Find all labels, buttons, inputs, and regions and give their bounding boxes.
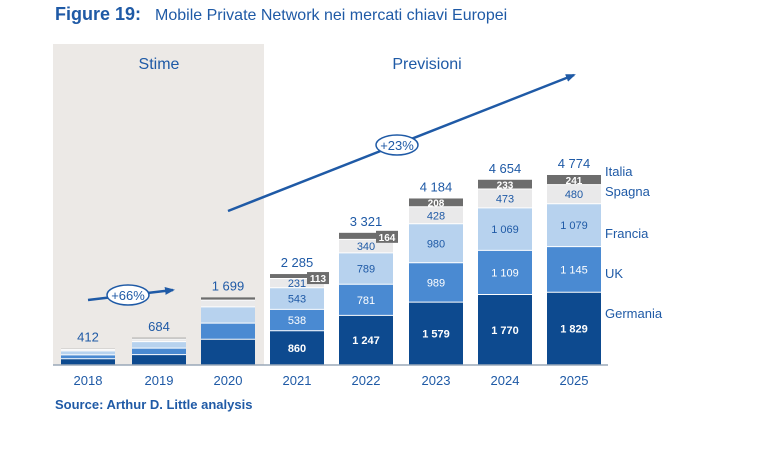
legend-uk: UK [605, 266, 623, 281]
growth-badge-previsioni [375, 134, 419, 156]
bar-francia-2025 [547, 203, 601, 247]
bar-francia-2024 [478, 207, 532, 251]
data-label-francia-2024: 1 069 [491, 224, 519, 236]
data-label-spagna-2025: 480 [565, 189, 583, 201]
bar-italia-2024 [478, 179, 532, 190]
data-label-francia-2023: 980 [427, 238, 445, 250]
bar-uk-2023 [409, 262, 463, 303]
data-label-spagna-2021: 231 [288, 278, 306, 290]
x-tick-label-2023: 2023 [422, 373, 451, 388]
growth-label-previsioni: +23% [380, 138, 414, 153]
data-label-germania-2023: 1 579 [422, 329, 450, 341]
bar-uk-2025 [547, 246, 601, 293]
bar-uk-2019 [132, 348, 186, 355]
x-tick-label-2019: 2019 [145, 373, 174, 388]
data-label-italia-2021: 113 [310, 274, 327, 285]
bar-italia-2022 [339, 232, 393, 240]
total-label-2021: 2 285 [281, 255, 314, 270]
data-label-germania-2021: 860 [288, 343, 306, 355]
data-label-spagna-2022: 340 [357, 241, 375, 253]
bar-francia-2018 [61, 350, 115, 355]
bar-germania-2019 [132, 354, 186, 365]
bar-italia-2019 [132, 337, 186, 339]
figure-label: Figure 19: [55, 4, 142, 24]
bar-germania-2023 [409, 302, 463, 365]
bar-italia-2020 [201, 297, 255, 301]
bar-spagna-2018 [61, 349, 115, 351]
bar-francia-2021 [270, 287, 324, 310]
bar-spagna-2021 [270, 278, 324, 288]
data-label-spagna-2024: 473 [496, 193, 514, 205]
x-tick-label-2025: 2025 [560, 373, 589, 388]
data-label-uk-2024: 1 109 [491, 267, 519, 279]
bar-francia-2019 [132, 341, 186, 349]
total-label-2025: 4 774 [558, 156, 591, 171]
bar-italia-2023 [409, 198, 463, 207]
bar-uk-2018 [61, 354, 115, 359]
bar-germania-2020 [201, 339, 255, 365]
data-label-uk-2022: 781 [357, 295, 375, 307]
x-tick-label-2021: 2021 [283, 373, 312, 388]
bar-italia-2025 [547, 174, 601, 185]
bar-germania-2024 [478, 294, 532, 365]
region-label-stime: Stime [139, 56, 180, 73]
bar-francia-2023 [409, 223, 463, 263]
total-label-2020: 1 699 [212, 278, 245, 293]
data-label-italia-2022: 164 [379, 233, 396, 244]
label-badge-italia-2021 [307, 272, 329, 285]
bar-uk-2022 [339, 284, 393, 316]
data-label-francia-2021: 543 [288, 294, 306, 306]
x-tick-label-2018: 2018 [74, 373, 103, 388]
bar-germania-2025 [547, 292, 601, 365]
data-label-uk-2021: 538 [288, 315, 306, 327]
bar-uk-2024 [478, 250, 532, 295]
bar-uk-2020 [201, 323, 255, 340]
region-previsioni-box [347, 44, 507, 80]
data-label-francia-2022: 789 [357, 264, 375, 276]
bar-francia-2020 [201, 306, 255, 324]
legend-italia: Italia [605, 164, 633, 179]
total-label-2024: 4 654 [489, 161, 522, 176]
bar-italia-2021 [270, 274, 324, 279]
legend-spagna: Spagna [605, 184, 651, 199]
bar-spagna-2024 [478, 189, 532, 208]
x-tick-label-2024: 2024 [491, 373, 520, 388]
data-label-francia-2025: 1 079 [560, 220, 588, 232]
total-label-2018: 412 [77, 330, 99, 345]
x-tick-label-2022: 2022 [352, 373, 381, 388]
growth-badge-stime [106, 284, 150, 306]
data-label-italia-2023: 208 [428, 199, 445, 210]
data-label-uk-2023: 989 [427, 277, 445, 289]
bar-uk-2021 [270, 309, 324, 331]
figure-title: Mobile Private Network nei mercati chiav… [155, 7, 508, 24]
data-label-italia-2024: 233 [497, 180, 514, 191]
data-label-germania-2022: 1 247 [352, 335, 380, 347]
data-label-uk-2025: 1 145 [560, 264, 588, 276]
label-badge-italia-2022 [376, 230, 398, 243]
data-label-italia-2025: 241 [566, 176, 583, 187]
region-label-previsioni: Previsioni [392, 56, 461, 73]
bar-germania-2021 [270, 330, 324, 365]
bar-spagna-2023 [409, 206, 463, 224]
total-label-2022: 3 321 [350, 214, 383, 229]
bar-francia-2022 [339, 252, 393, 285]
total-label-2023: 4 184 [420, 179, 453, 194]
data-label-germania-2025: 1 829 [560, 324, 588, 336]
bar-germania-2018 [61, 358, 115, 365]
legend-germania: Germania [605, 306, 663, 321]
growth-label-stime: +66% [111, 288, 145, 303]
x-tick-label-2020: 2020 [214, 373, 243, 388]
source-note: Source: Arthur D. Little analysis [55, 397, 253, 412]
data-label-germania-2024: 1 770 [491, 325, 519, 337]
total-label-2019: 684 [148, 319, 170, 334]
bar-spagna-2019 [132, 338, 186, 342]
legend-francia: Francia [605, 226, 649, 241]
data-label-spagna-2023: 428 [427, 210, 445, 222]
figure-header: Figure 19: Mobile Private Network nei mer… [55, 4, 507, 25]
bar-spagna-2025 [547, 184, 601, 204]
bar-spagna-2020 [201, 300, 255, 307]
bar-germania-2022 [339, 315, 393, 365]
